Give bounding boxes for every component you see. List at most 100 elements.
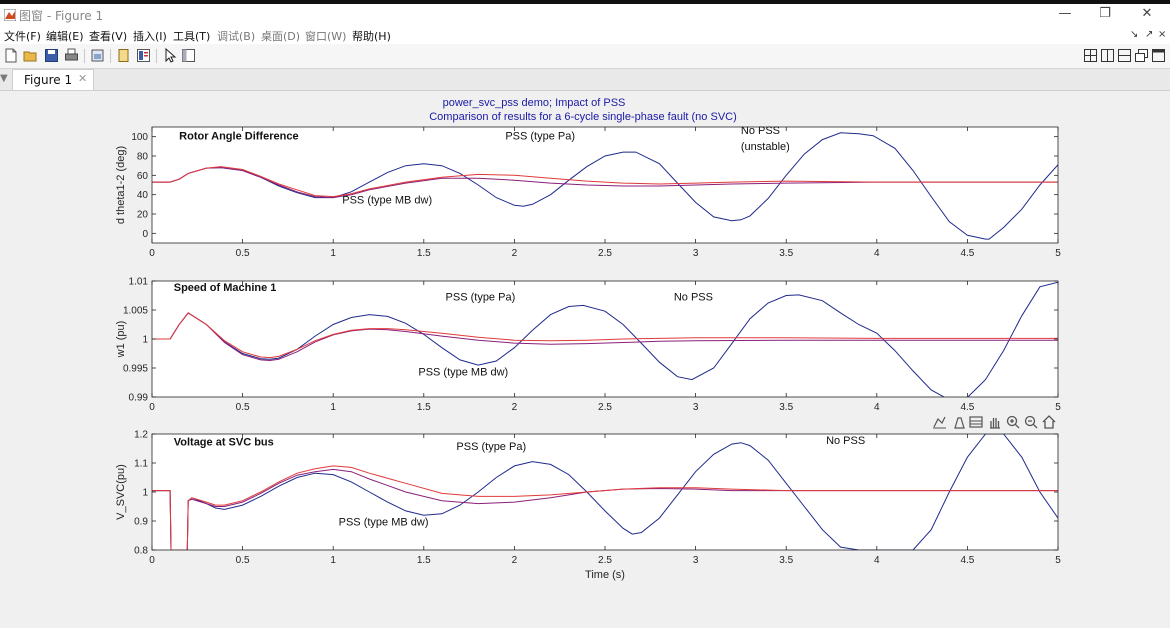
speed-x-tick-label: 0.5 — [236, 402, 250, 413]
speed-x-tick-label: 2 — [512, 402, 518, 413]
new-file-icon[interactable] — [3, 48, 18, 63]
restore-button[interactable]: ❐ — [1099, 6, 1111, 21]
split-rows-icon[interactable] — [1117, 48, 1132, 63]
rotor-angle-series-pss-pa — [152, 166, 1058, 198]
insert-colorbar-icon[interactable] — [136, 48, 151, 63]
toolbar-separator — [110, 49, 111, 63]
window-titlebar[interactable]: 图窗 - Figure 1 — ❐ ✕ — [0, 4, 1170, 26]
rotor-angle-y-axis-label: d theta1-2 (deg) — [115, 146, 127, 224]
rotor-angle-y-tick-label: 0 — [142, 229, 148, 240]
save-icon[interactable] — [44, 48, 59, 63]
datatip-icon[interactable] — [969, 416, 983, 428]
figure-plot-svg: power_svc_pss demo; Impact of PSS Compar… — [115, 97, 1061, 582]
screen-top-edge — [0, 0, 1170, 4]
voltage-x-tick-label: 2.5 — [598, 555, 612, 566]
voltage-y-axis-label: V_SVC(pu) — [115, 464, 127, 520]
voltage-x-tick-label: 1.5 — [417, 555, 431, 566]
figure-toolbar — [0, 44, 1170, 69]
speed-y-axis-label: w1 (pu) — [115, 321, 127, 359]
rotor-angle-x-tick-label: 1 — [330, 248, 336, 259]
menu-bar: 文件(F) 编辑(E) 查看(V) 插入(I) 工具(T) 调试(B) 桌面(D… — [0, 26, 1170, 44]
print-icon[interactable] — [64, 48, 79, 63]
menu-file[interactable]: 文件(F) — [4, 30, 41, 43]
voltage-x-tick-label: 4.5 — [960, 555, 974, 566]
voltage-x-tick-label: 3 — [693, 555, 699, 566]
voltage-y-tick-label: 0.8 — [134, 546, 148, 557]
speed-x-tick-label: 4.5 — [960, 402, 974, 413]
toolbar-separator — [84, 49, 85, 63]
rotor-angle-x-tick-label: 2.5 — [598, 248, 612, 259]
voltage-annotation: Voltage at SVC bus — [174, 437, 274, 449]
axes-toolbar — [933, 415, 1056, 429]
voltage-annotation: No PSS — [826, 435, 865, 447]
split-columns-icon[interactable] — [1100, 48, 1115, 63]
speed-annotation: No PSS — [674, 292, 713, 304]
speed-y-tick-label: 1.01 — [129, 277, 149, 288]
rotor-angle-annotation: (unstable) — [741, 141, 790, 153]
menu-insert[interactable]: 插入(I) — [133, 30, 167, 43]
close-figure-icon[interactable]: × — [1158, 29, 1167, 40]
export-icon[interactable] — [933, 416, 946, 429]
minimize-button[interactable]: — — [1058, 6, 1072, 21]
rotor-angle-y-tick-label: 100 — [131, 132, 148, 143]
pointer-arrow-icon[interactable] — [162, 48, 177, 63]
float-windows-icon[interactable] — [1134, 48, 1149, 63]
rotor-angle-x-tick-label: 2 — [512, 248, 518, 259]
rotor-angle-x-tick-label: 0 — [149, 248, 155, 259]
rotor-angle-x-tick-label: 5 — [1055, 248, 1061, 259]
rotor-angle-axes[interactable]: 0 0.5 1 1.5 2 2.5 3 3.5 4 4.5 5 0 20 40 60 80 100 d theta… — [115, 125, 1061, 259]
voltage-axes[interactable]: 0 0.5 1 1.5 2 2.5 3 3.5 4 4.5 5 0.8 0.9 1 1.1 1.2 V_SVC(… — [115, 430, 1061, 582]
undock-icon[interactable]: ↘ — [1130, 29, 1139, 40]
speed-annotation: PSS (type MB dw) — [418, 367, 508, 379]
voltage-y-tick-label: 0.9 — [134, 517, 148, 528]
pan-hand-icon[interactable] — [990, 418, 1000, 429]
tab-figure-1[interactable]: Figure 1 ✕ — [12, 69, 94, 90]
speed-y-tick-label: 0.99 — [129, 393, 149, 404]
brush-icon[interactable] — [954, 417, 965, 429]
rotor-angle-annotation: PSS (type MB dw) — [342, 194, 432, 206]
zoom-in-icon[interactable] — [1006, 415, 1020, 429]
home-icon[interactable] — [1042, 415, 1056, 429]
menu-help[interactable]: 帮助(H) — [352, 30, 391, 43]
rotor-angle-x-tick-label: 3 — [693, 248, 699, 259]
menu-desktop[interactable]: 桌面(D) — [261, 30, 301, 43]
menu-view[interactable]: 查看(V) — [89, 30, 128, 43]
speed-y-tick-label: 0.995 — [123, 364, 148, 375]
voltage-x-tick-label: 0 — [149, 555, 155, 566]
matlab-logo-icon — [4, 9, 16, 21]
close-button[interactable]: ✕ — [1141, 6, 1153, 21]
rotor-angle-annotation: Rotor Angle Difference — [179, 131, 298, 143]
speed-annotation: Speed of Machine 1 — [174, 282, 277, 294]
menu-tools[interactable]: 工具(T) — [173, 30, 211, 43]
print-preview-icon[interactable] — [90, 48, 105, 63]
dock-icon[interactable]: ↗ — [1145, 29, 1154, 40]
tile-grid-icon[interactable] — [1083, 48, 1098, 63]
voltage-annotation: PSS (type MB dw) — [339, 516, 429, 528]
rotor-angle-y-tick-label: 40 — [137, 190, 149, 201]
rotor-angle-x-tick-label: 1.5 — [417, 248, 431, 259]
voltage-x-tick-label: 3.5 — [779, 555, 793, 566]
menu-debug[interactable]: 调试(B) — [217, 30, 256, 43]
speed-x-tick-label: 0 — [149, 402, 155, 413]
rotor-angle-y-tick-label: 80 — [137, 152, 149, 163]
dock-figure-icon[interactable] — [116, 48, 131, 63]
tab-menu-arrow-icon[interactable]: ▼ — [0, 73, 8, 84]
rotor-angle-series-no-pss — [152, 132, 1058, 240]
menu-window[interactable]: 窗口(W) — [305, 30, 347, 43]
menu-edit[interactable]: 编辑(E) — [46, 30, 84, 43]
speed-y-tick-label: 1 — [142, 335, 148, 346]
figure-title-line1: power_svc_pss demo; Impact of PSS — [443, 97, 626, 109]
open-folder-icon[interactable] — [23, 48, 38, 63]
rotor-angle-annotation: No PSS — [741, 125, 780, 137]
single-window-icon[interactable] — [1151, 48, 1166, 63]
zoom-out-icon[interactable] — [1024, 415, 1038, 429]
rotor-angle-x-tick-label: 0.5 — [236, 248, 250, 259]
speed-x-tick-label: 3.5 — [779, 402, 793, 413]
tab-close-icon[interactable]: ✕ — [78, 72, 88, 85]
property-editor-icon[interactable] — [181, 48, 196, 63]
voltage-x-tick-label: 1 — [330, 555, 336, 566]
speed-axes[interactable]: 0 0.5 1 1.5 2 2.5 3 3.5 4 4.5 5 0.99 0.995 1 1.005 1.01… — [115, 277, 1061, 414]
voltage-x-axis-label: Time (s) — [585, 569, 625, 581]
tab-label: Figure 1 — [24, 73, 73, 87]
voltage-x-tick-label: 5 — [1055, 555, 1061, 566]
